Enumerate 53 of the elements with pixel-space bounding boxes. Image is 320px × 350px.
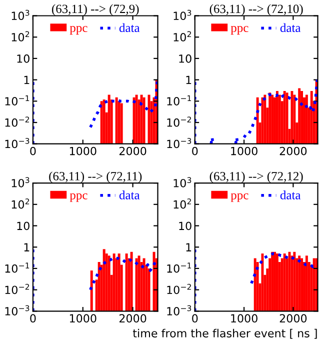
y-tick-label: 10$^{−1}$ xyxy=(5,95,30,106)
y-tick-label: 10$^{2}$ xyxy=(12,31,30,42)
y-tick-label: 10$^{−1}$ xyxy=(167,95,191,106)
y-tick-label: 10 xyxy=(179,54,192,63)
x-axis-title: time from the flasher event [ ns ] xyxy=(132,328,317,339)
y-tick-label: 1 xyxy=(24,76,30,84)
y-tick-label: 10$^{−1}$ xyxy=(5,262,30,273)
y-tick-label: 10$^{−3}$ xyxy=(167,305,192,316)
x-tick-label: 2000 xyxy=(119,146,146,156)
y-tick-label: 10$^{2}$ xyxy=(12,198,30,209)
x-tick-label: 0 xyxy=(30,146,36,156)
legend-label: ppc xyxy=(230,26,248,35)
x-tick-label: 1000 xyxy=(70,146,96,156)
x-tick-label: 1000 xyxy=(231,314,258,323)
y-tick-label: 10$^{2}$ xyxy=(174,198,191,209)
y-tick-label: 10$^{3}$ xyxy=(12,177,30,188)
legend-label: ppc xyxy=(70,26,88,35)
y-tick-label: 10 xyxy=(17,54,30,63)
y-tick-label: 10$^{3}$ xyxy=(174,177,192,188)
legend-label: data xyxy=(119,190,140,200)
y-tick-label: 10$^{−2}$ xyxy=(5,116,29,127)
y-tick-label: 1 xyxy=(24,243,30,252)
legend-label: ppc xyxy=(70,193,88,202)
y-tick-label: 10$^{−2}$ xyxy=(167,116,191,127)
x-tick-label: 2000 xyxy=(119,314,146,323)
y-tick-label: 10$^{3}$ xyxy=(12,10,30,20)
legend-label: data xyxy=(280,23,301,32)
y-tick-label: 10$^{−2}$ xyxy=(5,284,29,294)
y-tick-label: 1 xyxy=(186,243,192,252)
y-tick-label: 10$^{−3}$ xyxy=(5,138,30,148)
y-tick-label: 10$^{−1}$ xyxy=(167,262,191,273)
x-tick-label: 2000 xyxy=(280,146,307,156)
legend-label: data xyxy=(119,23,140,32)
y-tick-label: 10$^{3}$ xyxy=(174,10,192,20)
chart-title: (63,11) --> (72,11) xyxy=(49,172,142,183)
y-tick-label: 10$^{−3}$ xyxy=(5,305,30,316)
y-tick-label: 10 xyxy=(179,222,192,230)
legend-label: ppc xyxy=(230,193,248,202)
x-tick-label: 1000 xyxy=(70,314,96,323)
x-tick-label: 0 xyxy=(192,146,198,156)
y-tick-label: 10$^{−2}$ xyxy=(167,284,191,294)
y-tick-label: 10$^{−3}$ xyxy=(167,138,192,148)
x-tick-label: 2000 xyxy=(280,314,307,323)
chart-title: (63,11) --> (72,10) xyxy=(210,4,303,16)
x-tick-label: 0 xyxy=(30,314,36,323)
x-tick-label: 0 xyxy=(192,314,198,323)
chart-title: (63,11) --> (72,12) xyxy=(210,172,303,183)
legend-label: data xyxy=(280,190,301,200)
y-tick-label: 1 xyxy=(186,76,192,84)
y-tick-label: 10 xyxy=(17,222,30,230)
chart-title: (63,11) --> (72,9) xyxy=(52,4,139,16)
y-tick-label: 10$^{2}$ xyxy=(174,31,191,42)
x-tick-label: 1000 xyxy=(231,146,258,156)
